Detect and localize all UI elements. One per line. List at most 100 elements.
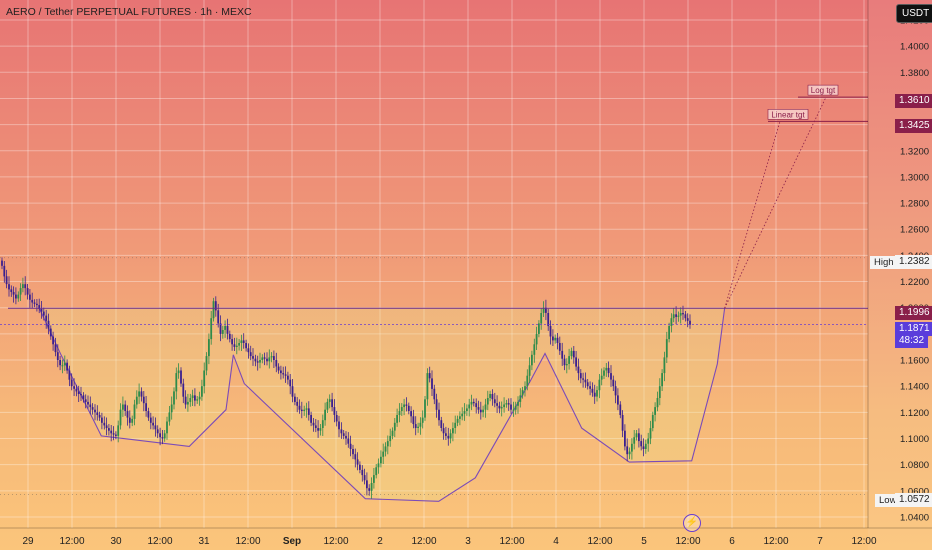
candle-body: [649, 428, 652, 439]
candle-body: [456, 418, 459, 423]
candle-body: [219, 323, 222, 334]
candle-body: [686, 318, 689, 321]
pattern-fill: [39, 307, 725, 502]
candle-body: [1, 260, 3, 266]
candle-body: [96, 412, 99, 415]
candle-body: [280, 370, 282, 374]
candle-body: [498, 405, 501, 409]
candle-body: [507, 403, 510, 405]
candle-body: [682, 313, 684, 315]
candle-body: [607, 367, 610, 374]
time-tick: 12:00: [235, 536, 260, 547]
candle-body: [268, 357, 271, 362]
low-label: Low: [875, 494, 901, 507]
price-tick: 1.3200: [900, 146, 929, 157]
candle-body: [421, 417, 424, 423]
candle-body: [654, 407, 656, 415]
candle-body: [15, 294, 17, 299]
currency-button[interactable]: USDT: [896, 4, 932, 23]
candle-body: [17, 294, 20, 299]
candle-body: [435, 399, 438, 410]
candle-body: [180, 370, 182, 384]
candle-body: [384, 446, 387, 452]
candle-body: [249, 352, 252, 357]
candle-body: [424, 399, 426, 418]
candle-body: [577, 366, 580, 374]
candle-body: [189, 398, 192, 402]
price-tick: 1.2800: [900, 199, 929, 210]
candle-body: [526, 375, 529, 387]
candle-body: [524, 386, 526, 391]
candle-body: [101, 417, 103, 423]
candle-body: [256, 361, 259, 363]
candle-body: [38, 305, 41, 309]
candle-body: [368, 488, 371, 491]
candle-body: [545, 307, 547, 313]
candle-body: [644, 443, 647, 449]
candle-body: [266, 358, 268, 362]
candle-body: [303, 409, 306, 411]
candle-body: [324, 409, 326, 421]
candle-body: [84, 399, 87, 402]
candle-body: [287, 375, 289, 380]
candle-body: [259, 360, 261, 363]
candle-body: [407, 405, 410, 411]
candle-body: [684, 314, 687, 319]
candle-body: [449, 433, 452, 439]
candle-body: [333, 407, 336, 415]
candle-body: [558, 343, 561, 351]
candle-body: [665, 339, 668, 358]
candle-body: [617, 395, 619, 405]
candle-body: [56, 352, 59, 360]
price-axis[interactable]: 1.42001.40001.38001.36001.34001.32001.30…: [867, 0, 932, 550]
candle-body: [596, 390, 598, 397]
candle-body: [338, 421, 340, 430]
candle-body: [591, 388, 594, 393]
candle-body: [91, 407, 94, 410]
target-label-box: [767, 109, 809, 120]
candle-body: [605, 367, 608, 371]
candle-body: [628, 451, 631, 455]
time-axis[interactable]: 29 12:00 30 12:00 31 12:00 Sep 12:00 2 12:00 3 12:0…: [0, 527, 932, 547]
candle-body: [208, 339, 210, 357]
time-tick: 12:00: [59, 536, 84, 547]
candle-body: [122, 404, 124, 410]
price-tick: 1.0800: [900, 460, 929, 471]
overlays: Log tgt Linear tgt: [0, 84, 868, 495]
time-tick: 30: [110, 536, 122, 547]
time-tick: 12:00: [763, 536, 788, 547]
candle-body: [433, 388, 436, 400]
time-tick: 12:00: [323, 536, 348, 547]
candle-body: [173, 391, 175, 405]
candle-body: [354, 454, 357, 460]
candle-body: [196, 399, 199, 401]
target-label: Linear tgt: [771, 110, 805, 119]
candle-body: [565, 364, 568, 366]
candle-body: [345, 435, 347, 439]
candle-body: [382, 451, 385, 457]
candle-body: [133, 404, 136, 419]
candle-body: [640, 441, 643, 447]
price-tick: 1.0400: [900, 513, 929, 524]
time-tick: Sep: [283, 536, 301, 547]
candle-body: [82, 395, 85, 400]
candle-body: [49, 328, 52, 337]
cup-pattern: [38, 307, 726, 502]
time-tick: 3: [465, 536, 471, 547]
candle-body: [428, 373, 431, 379]
candle-body: [412, 416, 415, 425]
candle-body: [517, 401, 519, 406]
time-tick: 31: [198, 536, 210, 547]
flash-icon[interactable]: ⚡: [683, 514, 701, 532]
candle-body: [463, 411, 466, 414]
candle-body: [679, 313, 682, 316]
candle-body: [115, 434, 117, 436]
candle-body: [459, 416, 461, 419]
candlesticks: [1, 257, 691, 499]
candle-body: [68, 370, 71, 380]
time-tick: 12:00: [411, 536, 436, 547]
candle-body: [170, 404, 173, 413]
candle-body: [586, 382, 589, 387]
candle-body: [161, 437, 164, 439]
